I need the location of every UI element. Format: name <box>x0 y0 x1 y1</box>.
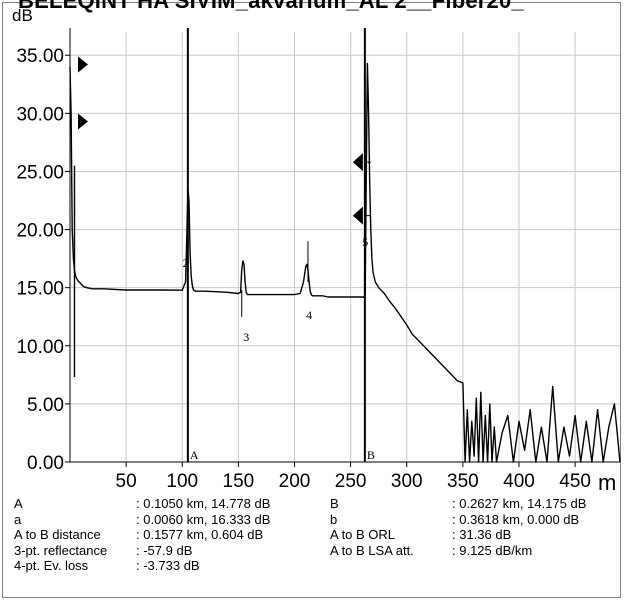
y-tick-label: 30.00 <box>16 104 64 125</box>
x-tick-label: 450 <box>559 471 591 492</box>
marker-a-label: A <box>190 448 199 462</box>
level-arrow-icon <box>78 113 88 130</box>
info-left-labels: A a A to B distance 3-pt. reflectance 4-… <box>14 496 107 574</box>
info-value-a-to-b-orl: : 31.36 dB <box>452 527 512 542</box>
x-tick-label: 350 <box>447 471 479 492</box>
y-tick-label: 0.00 <box>27 453 64 474</box>
y-tick-label: 25.00 <box>16 162 64 183</box>
info-label-3pt-reflectance: 3-pt. reflectance <box>14 542 108 558</box>
level-arrow-icon <box>78 56 88 73</box>
chart-grid <box>70 32 620 463</box>
info-value-a-to-b-distance: : 0.1577 km, 0.604 dB <box>136 527 264 542</box>
level-arrow-icon <box>352 153 363 172</box>
info-value-a-upper: : 0.1050 km, 14.778 dB <box>136 496 271 511</box>
x-axis-unit: m <box>598 470 617 495</box>
info-right-values: : 0.2627 km, 14.175 dB : 0.3618 km, 0.00… <box>452 496 586 558</box>
x-tick-label: 400 <box>503 471 535 492</box>
info-label-4pt-ev-loss: 4-pt. Ev. loss <box>14 558 89 573</box>
x-tick-label: 250 <box>335 471 367 492</box>
y-tick-label: 20.00 <box>16 221 64 242</box>
info-value-3pt-reflectance: : -57.9 dB <box>136 542 193 558</box>
info-value-a-to-b-lsa-att: : 9.125 dB/km <box>452 542 533 558</box>
marker-b-label: B <box>367 448 375 462</box>
info-label-b-upper: B <box>330 496 339 511</box>
y-tick-label: 35.00 <box>16 46 64 67</box>
info-left-values: : 0.1050 km, 14.778 dB : 0.0060 km, 16.3… <box>136 496 270 574</box>
label-layer: 2 3 4 5 <box>183 235 369 344</box>
trace-title: BELEQINT HA SIVIM_akvarium_AL 2__Fiber20… <box>18 0 524 13</box>
info-label-a-to-b-lsa-att: A to B LSA att. <box>330 542 414 558</box>
event-label: 2 <box>183 256 189 270</box>
x-tick-label: 300 <box>391 471 423 492</box>
y-tick-label: 15.00 <box>16 279 64 300</box>
x-tick-label: 200 <box>279 471 311 492</box>
info-value-a-lower: : 0.0060 km, 16.333 dB <box>136 511 271 527</box>
y-tick-label: 10.00 <box>16 337 64 358</box>
info-value-b-upper: : 0.2627 km, 14.175 dB <box>452 496 587 511</box>
trace-line <box>69 62 621 463</box>
info-label-b-lower: b <box>330 511 338 527</box>
info-label-a-to-b-orl: A to B ORL <box>330 527 396 542</box>
event-label: 4 <box>306 308 312 322</box>
level-arrow-icon <box>352 206 363 225</box>
x-tick-label: 100 <box>166 471 198 492</box>
y-tick-label: 5.00 <box>27 395 64 416</box>
chart-axes: 0.00 5.00 10.00 15.00 20.00 25.00 30.00 35.00 50… <box>16 28 620 492</box>
event-label: 3 <box>243 330 249 344</box>
info-label-a-lower: a <box>14 511 22 527</box>
y-axis-unit: dB <box>12 6 33 25</box>
x-tick-label: 150 <box>223 471 255 492</box>
x-tick-label: 50 <box>116 471 137 492</box>
event-label: 5 <box>362 235 368 249</box>
info-right-labels: B b A to B ORL A to B LSA att. <box>330 496 414 558</box>
info-label-a-to-b-distance: A to B distance <box>14 527 101 542</box>
info-value-b-lower: : 0.3618 km, 0.000 dB <box>452 511 580 527</box>
info-value-4pt-ev-loss: : -3.733 dB <box>136 558 200 573</box>
info-label-a-upper: A <box>14 496 23 511</box>
trace-layer <box>69 62 621 463</box>
